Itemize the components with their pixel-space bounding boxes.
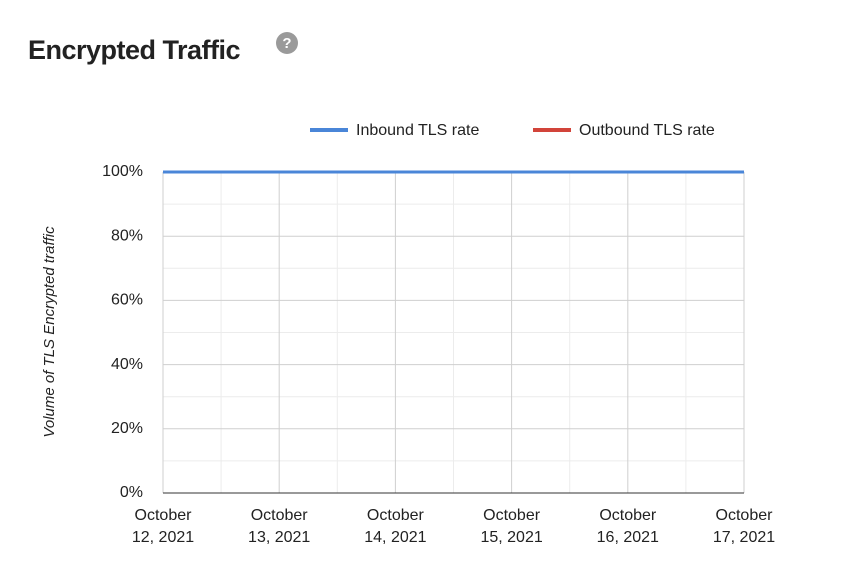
legend-label: Inbound TLS rate [356, 122, 479, 139]
help-icon[interactable]: ? [276, 32, 298, 54]
chart-title: Encrypted Traffic [28, 35, 241, 65]
x-tick-label: October 16, 2021 [596, 507, 659, 546]
legend-label: Outbound TLS rate [579, 122, 715, 139]
x-tick-label: October 13, 2021 [248, 507, 311, 546]
y-tick-label: 20% [111, 420, 143, 437]
x-tick-label: October 15, 2021 [480, 507, 543, 546]
y-axis-label: Volume of TLS Encrypted traffic [41, 226, 58, 438]
x-tick-label: October 17, 2021 [712, 507, 776, 546]
svg-text:?: ? [282, 35, 291, 52]
y-tick-label: 80% [111, 227, 143, 244]
y-tick-label: 0% [120, 484, 143, 501]
y-tick-label: 100% [102, 163, 143, 180]
y-tick-label: 40% [111, 356, 143, 373]
x-tick-label: October 12, 2021 [131, 507, 195, 546]
y-tick-label: 60% [111, 292, 143, 309]
x-tick-label: October 14, 2021 [364, 507, 427, 546]
